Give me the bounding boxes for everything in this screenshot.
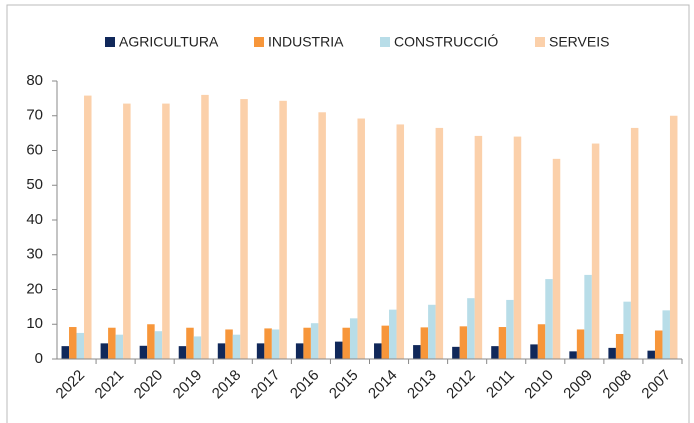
bar bbox=[420, 327, 429, 359]
bar bbox=[654, 330, 663, 359]
bar bbox=[84, 95, 92, 359]
bar bbox=[303, 327, 311, 359]
bar bbox=[147, 324, 155, 359]
bar bbox=[318, 112, 326, 360]
x-tick-label: 2014 bbox=[365, 367, 401, 403]
bar bbox=[279, 100, 287, 360]
bar bbox=[428, 304, 436, 359]
y-tick-label: 20 bbox=[26, 280, 43, 297]
bar bbox=[201, 94, 209, 360]
legend-swatch bbox=[380, 37, 390, 47]
bar bbox=[193, 336, 202, 359]
bar bbox=[413, 345, 421, 359]
bar bbox=[225, 329, 233, 359]
x-tick-label: 2012 bbox=[443, 367, 479, 403]
bar bbox=[459, 326, 468, 359]
y-tick-label: 10 bbox=[26, 315, 43, 332]
x-tick-label: 2009 bbox=[560, 367, 596, 403]
bar bbox=[178, 346, 187, 359]
bar bbox=[108, 327, 116, 359]
bar bbox=[139, 345, 148, 359]
bar bbox=[61, 346, 70, 359]
y-tick-label: 0 bbox=[35, 350, 43, 367]
y-tick-label: 40 bbox=[26, 211, 43, 228]
legend-label: CONSTRUCCIÓ bbox=[394, 34, 498, 50]
bar bbox=[396, 124, 405, 359]
legend-label: SERVEIS bbox=[549, 34, 609, 50]
bar bbox=[115, 334, 124, 359]
bar bbox=[100, 343, 109, 359]
bar bbox=[452, 346, 460, 359]
x-tick-label: 2020 bbox=[131, 367, 167, 403]
legend-label: AGRICULTURA bbox=[119, 34, 219, 50]
bar bbox=[69, 327, 77, 359]
bar bbox=[381, 325, 390, 359]
bar bbox=[389, 309, 397, 359]
bar bbox=[76, 332, 85, 359]
bar bbox=[310, 323, 319, 359]
bar bbox=[374, 343, 382, 359]
bar bbox=[264, 328, 272, 359]
x-tick-label: 2021 bbox=[92, 367, 128, 403]
legend-label: INDUSTRIA bbox=[268, 34, 344, 50]
x-tick-label: 2013 bbox=[404, 367, 440, 403]
bar bbox=[647, 350, 655, 359]
bar bbox=[498, 327, 507, 359]
x-tick-label: 2022 bbox=[53, 367, 89, 403]
y-tick-label: 60 bbox=[26, 141, 43, 158]
bar bbox=[623, 301, 631, 359]
bar bbox=[342, 327, 350, 359]
y-tick-label: 80 bbox=[26, 72, 43, 89]
legend-swatch bbox=[535, 37, 545, 47]
bar bbox=[240, 99, 248, 359]
bar bbox=[295, 343, 304, 359]
x-tick-label: 2016 bbox=[287, 367, 323, 403]
y-tick-label: 70 bbox=[26, 107, 43, 124]
bar bbox=[545, 279, 553, 359]
bar bbox=[591, 143, 600, 359]
bar bbox=[256, 343, 265, 359]
x-tick-label: 2007 bbox=[638, 367, 674, 403]
bar bbox=[474, 135, 483, 359]
bar bbox=[162, 103, 170, 360]
bar bbox=[154, 331, 163, 359]
bar bbox=[506, 299, 514, 359]
bar bbox=[467, 298, 475, 359]
bar bbox=[615, 333, 624, 359]
bar bbox=[552, 158, 561, 359]
bar bbox=[630, 127, 639, 359]
bar bbox=[123, 103, 131, 360]
legend-swatch bbox=[105, 37, 115, 47]
bar bbox=[569, 351, 577, 359]
bar bbox=[232, 334, 241, 359]
bar bbox=[608, 347, 616, 359]
x-tick-label: 2018 bbox=[209, 367, 245, 403]
bar bbox=[334, 341, 343, 359]
bar bbox=[669, 115, 678, 359]
x-tick-label: 2011 bbox=[483, 367, 518, 402]
bar bbox=[217, 343, 226, 359]
bar bbox=[271, 329, 280, 359]
bar bbox=[349, 318, 358, 359]
bar bbox=[584, 274, 592, 359]
x-tick-label: 2008 bbox=[599, 367, 635, 403]
bar bbox=[530, 344, 538, 359]
x-tick-label: 2010 bbox=[521, 367, 557, 403]
bar bbox=[357, 118, 365, 359]
y-tick-label: 30 bbox=[26, 246, 43, 263]
y-tick-label: 50 bbox=[26, 176, 43, 193]
x-tick-label: 2015 bbox=[326, 367, 362, 403]
bar bbox=[576, 329, 585, 359]
bar bbox=[186, 327, 194, 359]
chart-frame bbox=[6, 4, 690, 423]
bar bbox=[513, 136, 522, 359]
bar bbox=[435, 127, 444, 359]
x-tick-label: 2019 bbox=[170, 367, 206, 403]
x-tick-label: 2017 bbox=[248, 367, 284, 403]
legend-swatch bbox=[254, 37, 264, 47]
bar bbox=[491, 346, 499, 359]
bar bbox=[662, 310, 670, 359]
bar bbox=[537, 324, 546, 359]
